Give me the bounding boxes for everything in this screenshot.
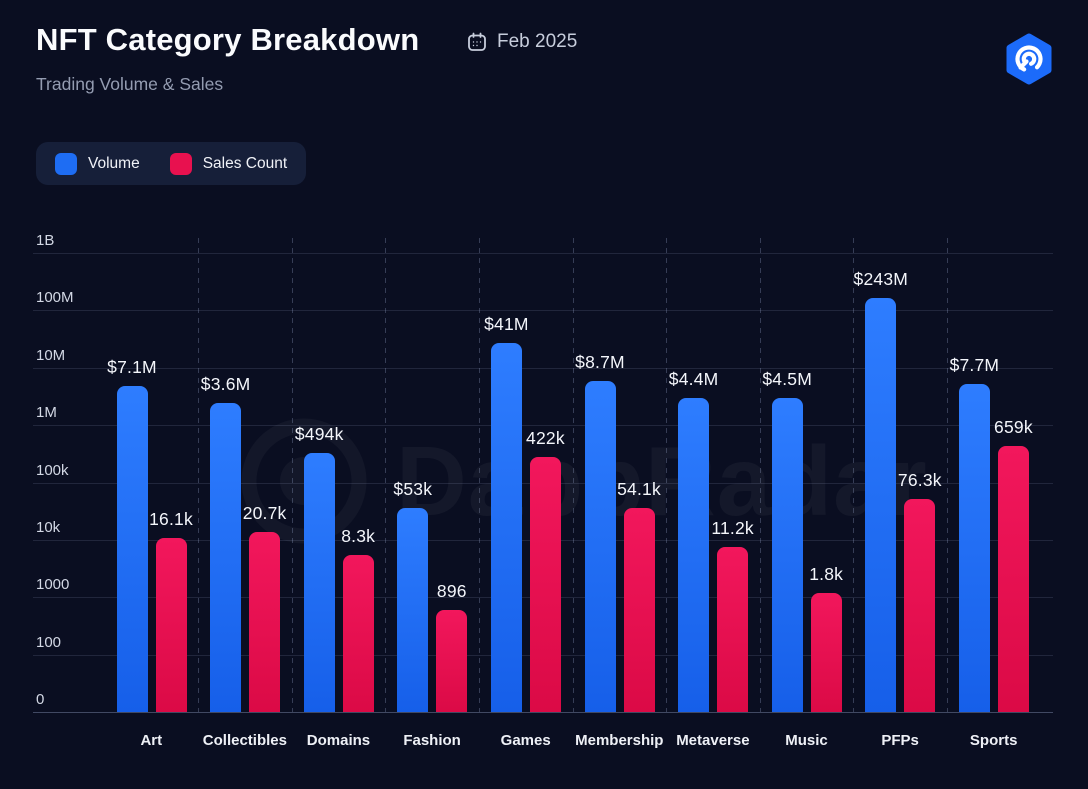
y-gridline — [33, 367, 1053, 369]
bar-value-label: 54.1k — [617, 478, 661, 499]
bar-value-label: $4.4M — [668, 369, 719, 390]
volume-bar-sports[interactable] — [958, 384, 990, 712]
bar-value-label: $494k — [294, 423, 344, 444]
y-axis-tick-label: 100k — [36, 461, 69, 479]
volume-bar-membership[interactable] — [584, 381, 616, 712]
x-axis-category-label: Domains — [306, 732, 371, 749]
y-axis-tick-label: 1B — [36, 232, 55, 249]
y-axis-tick-label: 100M — [36, 289, 74, 307]
volume-bar-metaverse[interactable] — [678, 398, 710, 712]
sales-bar-domains[interactable] — [342, 554, 374, 712]
bar-value-label: 76.3k — [897, 470, 942, 491]
bar-value-label: $41M — [484, 313, 529, 334]
y-axis-tick-label: 100 — [36, 633, 62, 651]
y-gridline — [33, 712, 1053, 713]
sales-bar-music[interactable] — [810, 592, 842, 712]
bar-value-label: 16.1k — [149, 509, 193, 529]
y-axis-tick-label: 0 — [36, 691, 45, 708]
bar-value-label: 8.3k — [341, 525, 376, 546]
bar-value-label: 659k — [994, 416, 1033, 437]
group-separator-gridline — [572, 238, 574, 712]
y-gridline — [33, 253, 1053, 254]
bar-value-label: $3.6M — [200, 374, 251, 395]
legend-label: Volume — [88, 154, 140, 172]
date-label: Feb 2025 — [497, 31, 578, 52]
group-separator-gridline — [385, 238, 387, 712]
bar-value-label: $7.7M — [949, 355, 1000, 376]
volume-bar-collectibles[interactable] — [210, 403, 242, 712]
bar-value-label: 11.2k — [711, 518, 754, 539]
y-axis-tick-label: 1000 — [36, 576, 70, 594]
bar-value-label: 20.7k — [242, 502, 287, 523]
x-axis-category-label: Art — [140, 732, 163, 749]
volume-bar-games[interactable] — [490, 342, 522, 712]
y-axis-tick-label: 10M — [36, 346, 66, 364]
sales-bar-art[interactable] — [155, 538, 187, 712]
bar-value-label: $243M — [853, 269, 909, 290]
group-separator-gridline — [291, 238, 293, 712]
sales-count-swatch-icon — [169, 152, 192, 175]
calendar-icon — [466, 31, 488, 53]
x-axis-category-label: Collectibles — [202, 732, 287, 749]
volume-bar-pfps[interactable] — [865, 298, 897, 712]
sales-bar-sports[interactable] — [997, 445, 1029, 712]
y-axis-tick-label: 1M — [36, 404, 57, 422]
legend: Volume Sales Count — [36, 142, 307, 185]
legend-item-sales-count[interactable]: Sales Count — [169, 152, 288, 175]
volume-swatch-icon — [55, 152, 77, 175]
page-title: NFT Category Breakdown — [36, 22, 420, 57]
chart-subtitle: Trading Volume & Sales — [36, 74, 224, 94]
sales-bar-collectibles[interactable] — [249, 531, 281, 712]
x-axis-category-label: Metaverse — [676, 732, 750, 749]
group-separator-gridline — [666, 238, 668, 712]
sales-bar-membership[interactable] — [623, 507, 655, 712]
dappradar-logo[interactable] — [1003, 33, 1055, 85]
group-separator-gridline — [853, 238, 855, 712]
x-axis-category-label: Sports — [969, 732, 1018, 749]
volume-bar-fashion[interactable] — [397, 508, 429, 712]
x-axis-category-label: Music — [785, 732, 828, 749]
x-axis-category-label: Membership — [575, 732, 664, 749]
sales-bar-games[interactable] — [529, 456, 561, 712]
y-axis-tick-label: 10k — [36, 518, 61, 536]
bar-value-label: $53k — [393, 479, 433, 500]
sales-bar-metaverse[interactable] — [717, 547, 749, 712]
bar-value-label: $8.7M — [575, 352, 625, 373]
sales-bar-fashion[interactable] — [436, 610, 468, 712]
group-separator-gridline — [946, 238, 948, 712]
bar-value-label: 422k — [526, 427, 565, 448]
legend-label: Sales Count — [202, 154, 288, 172]
bar-value-label: 1.8k — [809, 563, 844, 584]
y-gridline — [33, 310, 1053, 312]
volume-bar-art[interactable] — [116, 386, 148, 712]
bar-value-label: 896 — [436, 581, 467, 601]
legend-item-volume[interactable]: Volume — [55, 152, 140, 175]
bar-value-label: $7.1M — [107, 357, 157, 378]
date-badge: Feb 2025 — [466, 31, 577, 53]
group-separator-gridline — [478, 238, 480, 712]
sales-bar-pfps[interactable] — [904, 499, 936, 712]
group-separator-gridline — [759, 238, 761, 712]
volume-bar-music[interactable] — [771, 397, 803, 712]
x-axis-category-label: PFPs — [881, 732, 919, 749]
x-axis-category-label: Games — [500, 732, 551, 749]
volume-bar-domains[interactable] — [303, 452, 335, 712]
y-gridline — [33, 425, 1053, 427]
group-separator-gridline — [198, 238, 200, 712]
bar-value-label: $4.5M — [762, 368, 812, 389]
x-axis-category-label: Fashion — [403, 732, 461, 749]
